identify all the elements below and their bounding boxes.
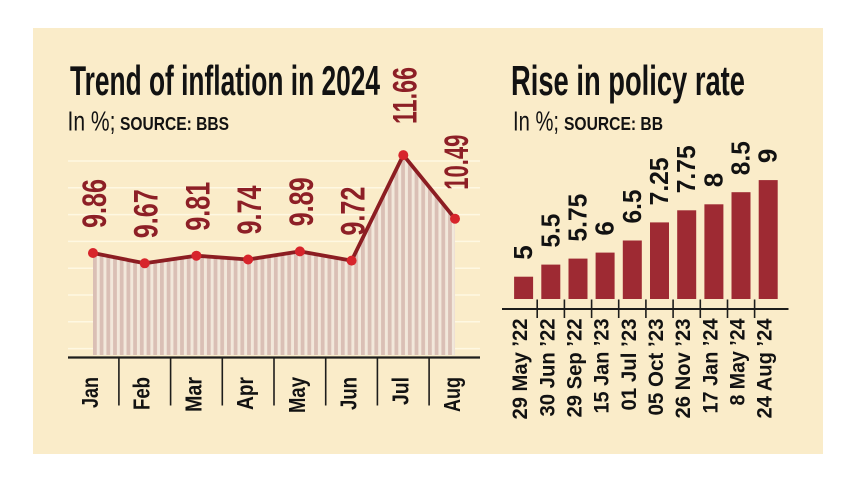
svg-text:7.25: 7.25 bbox=[644, 157, 674, 205]
svg-text:Jun: Jun bbox=[336, 377, 362, 410]
svg-text:5.75: 5.75 bbox=[563, 194, 593, 242]
svg-text:9.67: 9.67 bbox=[128, 189, 166, 238]
svg-text:In %;: In %; bbox=[68, 105, 116, 136]
svg-text:01 Jul ’23: 01 Jul ’23 bbox=[618, 319, 641, 411]
svg-text:8: 8 bbox=[698, 173, 728, 187]
svg-text:8 May ’24: 8 May ’24 bbox=[727, 318, 750, 405]
svg-text:29 Sep ’22: 29 Sep ’22 bbox=[564, 319, 587, 418]
svg-text:Jul: Jul bbox=[387, 377, 413, 405]
svg-text:Rise in policy rate: Rise in policy rate bbox=[511, 57, 745, 104]
svg-text:SOURCE: BBS: SOURCE: BBS bbox=[120, 114, 229, 134]
svg-text:10.49: 10.49 bbox=[438, 135, 476, 190]
svg-text:SOURCE: BB: SOURCE: BB bbox=[564, 114, 663, 134]
svg-text:May: May bbox=[284, 377, 310, 413]
svg-text:05 Oct ’23: 05 Oct ’23 bbox=[645, 319, 668, 416]
svg-text:24 Aug ’24: 24 Aug ’24 bbox=[754, 318, 777, 418]
svg-text:In %;: In %; bbox=[513, 105, 559, 136]
svg-text:30 Jun ’22: 30 Jun ’22 bbox=[536, 319, 559, 417]
svg-text:5: 5 bbox=[508, 245, 538, 259]
svg-text:6.5: 6.5 bbox=[617, 190, 647, 224]
svg-text:26 Nov ’23: 26 Nov ’23 bbox=[672, 319, 695, 419]
svg-text:9.72: 9.72 bbox=[335, 187, 373, 236]
svg-text:Apr: Apr bbox=[232, 377, 258, 410]
svg-text:11.66: 11.66 bbox=[386, 67, 424, 124]
svg-text:9.74: 9.74 bbox=[231, 185, 269, 234]
svg-text:Mar: Mar bbox=[180, 377, 206, 412]
svg-text:15 Jan ’23: 15 Jan ’23 bbox=[591, 319, 614, 414]
svg-text:Trend of inflation in 2024: Trend of inflation in 2024 bbox=[70, 57, 380, 104]
svg-text:9: 9 bbox=[753, 149, 783, 163]
svg-text:6: 6 bbox=[590, 221, 620, 235]
svg-text:9.86: 9.86 bbox=[76, 179, 114, 228]
svg-text:Feb: Feb bbox=[129, 377, 155, 410]
svg-text:8.5: 8.5 bbox=[726, 141, 756, 175]
svg-text:9.81: 9.81 bbox=[179, 182, 217, 231]
svg-text:7.75: 7.75 bbox=[671, 145, 701, 193]
svg-text:9.89: 9.89 bbox=[283, 177, 321, 226]
svg-text:Jan: Jan bbox=[77, 377, 103, 408]
svg-text:17 Jan ’24: 17 Jan ’24 bbox=[699, 318, 722, 413]
svg-text:Aug: Aug bbox=[439, 377, 465, 412]
svg-text:5.5: 5.5 bbox=[535, 214, 565, 248]
svg-text:29 May ’22: 29 May ’22 bbox=[509, 319, 532, 420]
